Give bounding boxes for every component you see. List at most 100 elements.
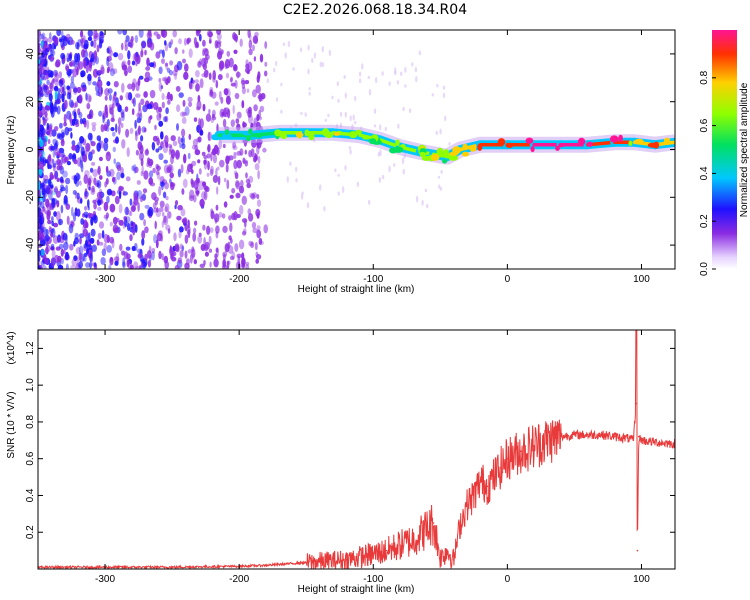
noise-speck: [174, 204, 177, 210]
y-tick-label: 20: [25, 96, 36, 108]
noise-speck: [73, 255, 78, 262]
noise-speck: [127, 83, 133, 90]
noise-speck: [59, 164, 63, 170]
noise-speck: [149, 62, 155, 68]
noise-speck: [86, 93, 92, 103]
noise-speck: [141, 165, 144, 175]
noise-speck: [51, 129, 57, 137]
noise-speck: [442, 85, 446, 90]
ridge-blob: [555, 145, 560, 151]
noise-speck: [251, 221, 257, 229]
noise-speck: [226, 50, 231, 57]
noise-speck: [54, 71, 58, 78]
noise-speck: [257, 155, 261, 164]
noise-speck: [211, 148, 217, 156]
noise-speck: [399, 71, 403, 76]
noise-speck: [203, 155, 208, 160]
noise-speck: [130, 35, 134, 43]
noise-speck: [112, 216, 118, 225]
noise-speck: [77, 174, 81, 180]
noise-speck: [48, 127, 53, 137]
noise-speck: [93, 262, 97, 268]
noise-speck: [74, 232, 79, 240]
noise-speck: [245, 108, 251, 114]
noise-speck: [70, 75, 75, 84]
noise-speck: [129, 234, 133, 242]
noise-speck: [80, 218, 85, 225]
noise-speck: [62, 170, 68, 178]
noise-speck: [222, 118, 227, 128]
noise-speck: [61, 95, 64, 101]
noise-speck: [215, 204, 219, 211]
noise-speck: [147, 259, 152, 268]
noise-speck: [122, 30, 127, 36]
noise-speck: [75, 42, 79, 50]
noise-speck: [73, 175, 78, 185]
noise-speck: [155, 163, 159, 170]
noise-speck: [235, 118, 240, 124]
noise-speck: [245, 172, 248, 179]
noise-speck: [58, 71, 63, 79]
noise-speck: [44, 48, 49, 56]
noise-speck: [208, 248, 213, 253]
noise-speck: [170, 135, 176, 142]
noise-speck: [228, 215, 232, 221]
noise-speck: [138, 30, 144, 38]
noise-speck: [38, 161, 42, 166]
noise-speck: [81, 87, 87, 92]
noise-speck: [86, 180, 91, 190]
noise-speck: [167, 228, 171, 234]
noise-speck: [106, 47, 110, 54]
noise-speck: [220, 96, 224, 104]
noise-speck: [57, 264, 64, 269]
noise-speck: [140, 258, 145, 264]
snr-point: [466, 503, 468, 506]
noise-speck: [241, 230, 247, 236]
noise-speck: [140, 40, 147, 48]
noise-speck: [172, 30, 177, 38]
noise-speck: [141, 238, 145, 246]
noise-speck: [78, 245, 84, 255]
noise-speck: [39, 92, 44, 98]
noise-speck: [233, 49, 238, 54]
snr-point: [613, 435, 616, 438]
noise-speck: [137, 248, 143, 254]
snr-point: [385, 549, 388, 552]
noise-speck: [152, 167, 156, 174]
noise-speck: [224, 107, 230, 115]
noise-speck: [210, 208, 214, 214]
noise-speck: [54, 171, 57, 180]
noise-speck: [121, 42, 124, 51]
noise-speck: [84, 205, 88, 211]
noise-speck: [103, 242, 107, 251]
noise-speck: [114, 195, 120, 205]
noise-speck: [48, 225, 52, 233]
snr-point: [560, 435, 562, 438]
noise-speck: [168, 164, 174, 174]
noise-speck: [253, 104, 258, 112]
noise-speck: [158, 146, 163, 151]
noise-speck: [170, 39, 174, 45]
noise-speck: [38, 37, 41, 43]
noise-speck: [65, 177, 71, 185]
noise-speck: [153, 207, 157, 213]
snr-point: [426, 527, 428, 530]
noise-speck: [239, 204, 244, 215]
noise-speck: [401, 157, 405, 165]
noise-speck: [235, 192, 241, 199]
noise-speck: [175, 85, 181, 92]
noise-speck: [203, 48, 209, 57]
noise-speck: [54, 126, 59, 132]
noise-speck: [38, 128, 41, 138]
ridge-blob: [245, 134, 252, 142]
noise-speck: [69, 243, 74, 251]
noise-speck: [187, 96, 193, 103]
noise-speck: [197, 136, 202, 143]
noise-speck: [223, 88, 229, 96]
noise-speck: [127, 261, 133, 269]
noise-speck: [192, 138, 198, 147]
noise-speck: [40, 227, 44, 234]
noise-speck: [250, 241, 255, 249]
snr-point: [587, 434, 589, 436]
